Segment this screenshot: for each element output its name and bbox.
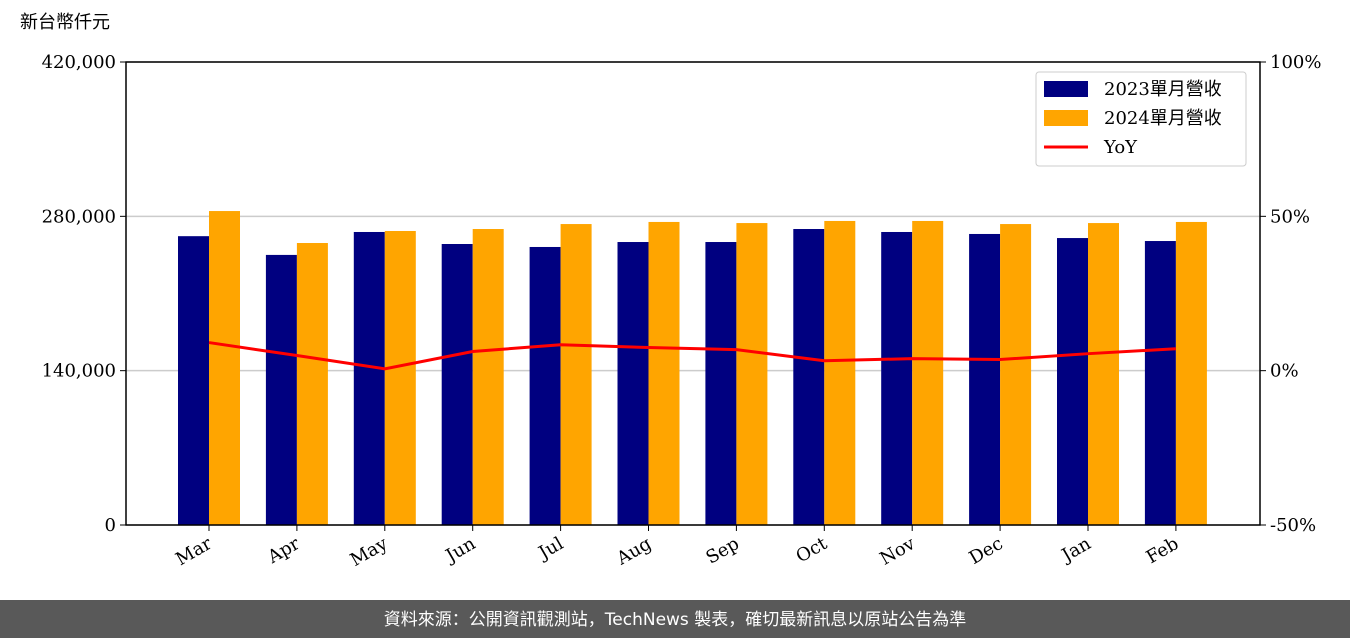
bar [705, 242, 737, 526]
x-tick-label: Mar [172, 533, 216, 570]
bar [1057, 238, 1088, 525]
bar [384, 230, 416, 525]
x-tick-label: Aug [612, 533, 655, 570]
bar [296, 243, 328, 525]
legend: 2023單月營收 2024單月營收 YoY [1035, 71, 1247, 167]
bar [1000, 224, 1032, 526]
bar [736, 223, 768, 525]
bar [881, 231, 913, 526]
plot-frame [125, 61, 1261, 526]
x-tick-label: Jul [534, 533, 568, 565]
x-tick-label: May [347, 533, 392, 571]
x-tick-label: Sep [703, 533, 743, 568]
legend-label: YoY [1103, 137, 1138, 158]
bar [178, 236, 209, 525]
legend-swatch [1044, 81, 1088, 97]
x-tick-label: Apr [263, 533, 303, 568]
bar [793, 229, 825, 525]
bar [353, 231, 385, 526]
footer-bar [0, 600, 1350, 638]
bar [617, 242, 649, 526]
bar [560, 224, 592, 526]
legend-label: 2024單月營收 [1104, 108, 1222, 129]
bar [1088, 223, 1119, 525]
legend-label: 2023單月營收 [1104, 79, 1222, 100]
bar [1144, 241, 1176, 525]
y2-tick-label: -50% [1270, 515, 1316, 536]
legend-box [1035, 71, 1247, 167]
x-tick-label: Jan [1057, 533, 1095, 567]
y-tick-label: 0 [105, 515, 116, 536]
footer: 資料來源：公開資訊觀測站，TechNews 製表，確切最新訊息以原站公告為準 [384, 610, 966, 630]
x-tick-label: Nov [876, 533, 919, 570]
x-tick-label: Dec [966, 533, 1007, 569]
bar [1175, 221, 1207, 525]
bar [824, 220, 856, 526]
bar [912, 220, 944, 526]
x-tick-label: Feb [1143, 533, 1183, 568]
x-tick-label: Jun [441, 533, 480, 568]
bar [265, 254, 297, 525]
y-tick-label: 280,000 [42, 206, 116, 227]
y2-tick-label: 0% [1270, 361, 1299, 382]
x-tick-label: Oct [793, 533, 832, 568]
yoy-line [208, 341, 1176, 371]
bar [209, 211, 240, 525]
bar [441, 244, 473, 525]
legend-swatch [1044, 110, 1088, 126]
y-tick-label: 420,000 [42, 52, 116, 73]
y-tick-label: 140,000 [42, 361, 116, 382]
y-axis-label: 新台幣仟元 [20, 12, 110, 33]
bar [648, 221, 680, 525]
bar [529, 246, 561, 525]
bar [472, 229, 504, 525]
bar [969, 233, 1001, 525]
y2-tick-label: 100% [1270, 52, 1321, 73]
y2-tick-label: 50% [1270, 206, 1310, 227]
